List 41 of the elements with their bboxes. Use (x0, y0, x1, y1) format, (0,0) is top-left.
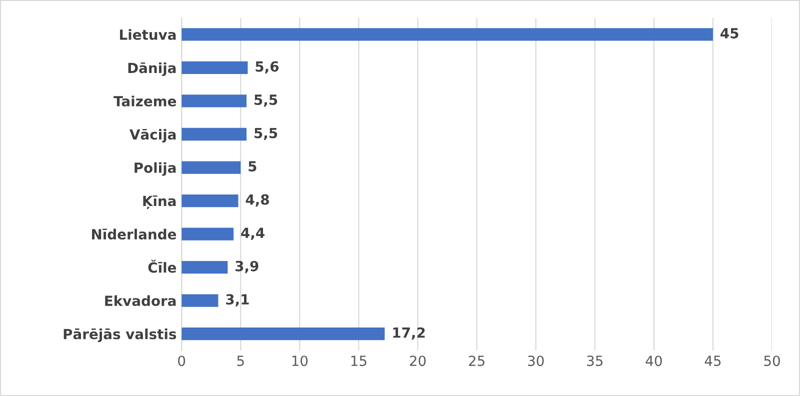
y-tick-label: Taizeme (114, 96, 176, 106)
x-tick-label: 15 (351, 356, 366, 366)
data-label: 5,5 (254, 94, 278, 107)
data-label: 5,6 (256, 61, 279, 74)
x-tick-label: 45 (704, 356, 721, 366)
y-tick-label: Nīderlande (92, 228, 176, 240)
x-tick-label: 30 (528, 356, 544, 366)
x-tick-label: 35 (587, 356, 603, 366)
x-tick-label: 50 (764, 356, 780, 366)
x-tick-label: 25 (468, 356, 484, 366)
data-label: 45 (720, 28, 738, 38)
bar (182, 61, 248, 74)
bar (182, 294, 218, 307)
x-tick-label: 5 (237, 356, 244, 366)
y-tick-label: Dānija (128, 62, 176, 76)
data-label: 5,5 (254, 128, 278, 140)
y-tick-label: Ekvadora (105, 295, 176, 306)
bar (182, 94, 247, 108)
bar (182, 228, 234, 240)
data-label: 5 (248, 161, 256, 172)
bar (182, 260, 228, 274)
bar (182, 128, 247, 141)
x-tick-label: 40 (646, 356, 662, 366)
bar (182, 328, 385, 340)
bar (182, 28, 713, 41)
y-tick-label: Čīle (148, 260, 176, 273)
y-tick-label: Lietuva (120, 29, 176, 40)
data-label: 17,2 (393, 327, 425, 340)
data-label: 3,9 (236, 260, 258, 274)
x-tick-label: 10 (292, 356, 308, 366)
data-label: 4,4 (241, 228, 264, 240)
x-tick-label: 20 (410, 356, 426, 366)
y-tick-label: Ķīna (143, 195, 176, 209)
y-tick-label: Polija (134, 162, 176, 176)
bar (182, 161, 241, 174)
y-tick-label: Pārējās valstis (64, 328, 176, 342)
data-label: 4,8 (246, 194, 269, 207)
bar (182, 194, 238, 208)
x-tick-label: 0 (178, 356, 186, 366)
data-label: 3,1 (226, 294, 249, 306)
y-tick-label: Vācija (130, 128, 176, 143)
